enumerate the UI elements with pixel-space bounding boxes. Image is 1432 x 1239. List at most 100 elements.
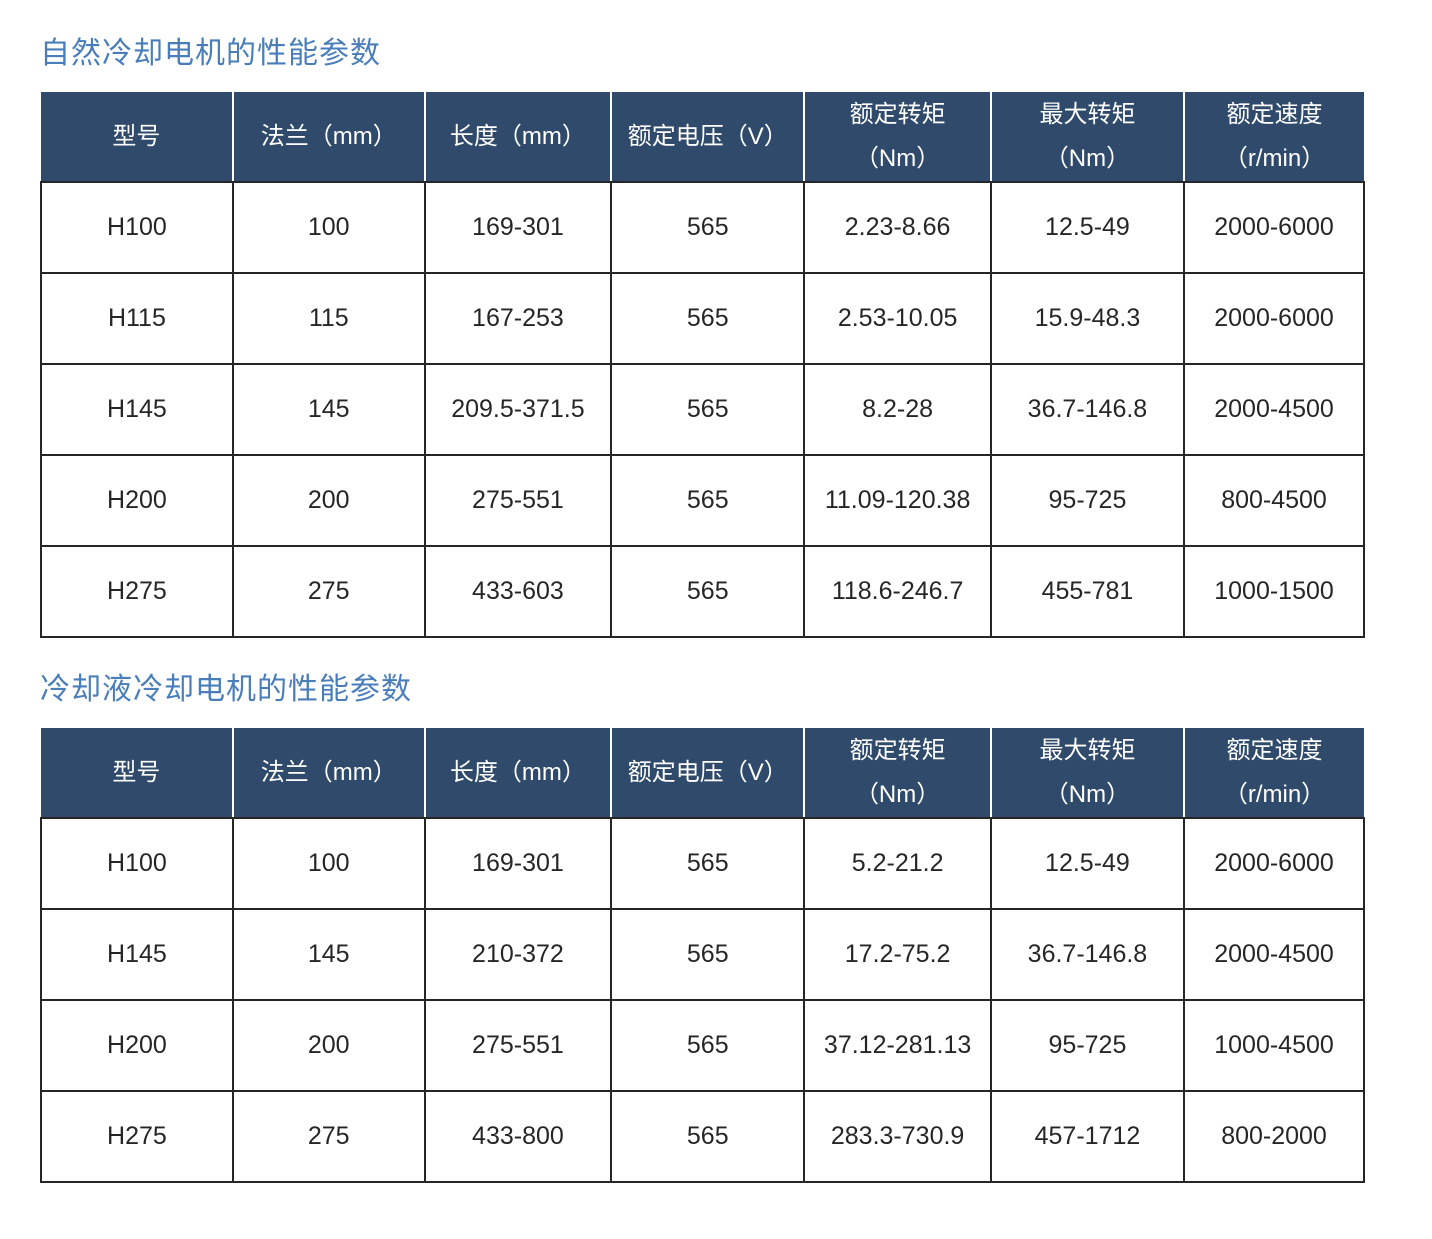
column-header-unit: （Nm） <box>854 780 941 808</box>
table-cell: 2000-6000 <box>1183 817 1365 910</box>
table-row: H145 145 209.5-371.5 565 8.2-28 36.7-146.8 200… <box>40 363 1365 456</box>
table-cell: 565 <box>610 181 806 274</box>
column-header-label: 额定电压（V） <box>627 122 788 150</box>
column-header: 法兰（mm） <box>232 728 426 819</box>
column-header: 额定电压（V） <box>611 728 806 819</box>
column-header: 长度（mm） <box>424 92 613 183</box>
column-header: 型号 <box>41 728 234 819</box>
table-cell: 565 <box>610 545 806 638</box>
column-header: 型号 <box>41 92 234 183</box>
table-cell: 1000-1500 <box>1183 545 1365 638</box>
table-cell: 95-725 <box>989 454 1186 547</box>
column-header-unit: （Nm） <box>1044 780 1131 808</box>
column-header-label: 型号 <box>112 122 161 150</box>
table-cell: 457-1712 <box>989 1090 1186 1183</box>
table-cell: 2000-6000 <box>1183 181 1365 274</box>
table-cell: 200 <box>231 454 426 547</box>
column-header-unit: （r/min） <box>1223 144 1326 172</box>
column-header: 额定速度 （r/min） <box>1184 728 1364 819</box>
column-header-label: 额定速度 <box>1226 100 1323 128</box>
natural-cooling-spec-table: 型号 法兰（mm） 长度（mm） 额定电压（V） 额定转矩 （Nm） 最大转矩 （Nm） 额定速… <box>40 92 1365 638</box>
table-row: H115 115 167-253 565 2.53-10.05 15.9-48.3 2000… <box>40 272 1365 365</box>
table-cell: 100 <box>231 817 426 910</box>
table-row: H100 100 169-301 565 2.23-8.66 12.5-49 2000-60… <box>40 181 1365 274</box>
column-header: 最大转矩 （Nm） <box>990 728 1186 819</box>
table-body: H100 100 169-301 565 5.2-21.2 12.5-49 2000-600… <box>40 817 1365 1183</box>
table-cell: 2.23-8.66 <box>803 181 992 274</box>
table-cell: H275 <box>40 545 234 638</box>
table-cell: 36.7-146.8 <box>989 908 1186 1001</box>
column-header-label: 额定转矩 <box>849 100 946 128</box>
column-header: 额定转矩 （Nm） <box>804 92 992 183</box>
table-row: H200 200 275-551 565 11.09-120.38 95-725 800-4… <box>40 454 1365 547</box>
section-natural-cooling: 自然冷却电机的性能参数 型号 法兰（mm） 长度（mm） 额定电压（V） 额定转矩 （Nm… <box>40 28 1432 638</box>
column-header-label: 长度（mm） <box>449 758 586 786</box>
table-cell: 565 <box>610 363 806 456</box>
table-header-row: 型号 法兰（mm） 长度（mm） 额定电压（V） 额定转矩 （Nm） 最大转矩 （Nm） 额定速… <box>41 92 1364 183</box>
table-row: H145 145 210-372 565 17.2-75.2 36.7-146.8 2000… <box>40 908 1365 1001</box>
table-cell: 2.53-10.05 <box>803 272 992 365</box>
table-header-row: 型号 法兰（mm） 长度（mm） 额定电压（V） 额定转矩 （Nm） 最大转矩 （Nm） 额定速… <box>41 728 1364 819</box>
table-cell: 565 <box>610 817 806 910</box>
table-cell: 275 <box>231 545 426 638</box>
column-header: 额定速度 （r/min） <box>1184 92 1364 183</box>
table-cell: 433-603 <box>423 545 613 638</box>
column-header-label: 额定电压（V） <box>627 758 788 786</box>
table-cell: H200 <box>40 999 234 1092</box>
table-cell: 115 <box>231 272 426 365</box>
table-row: H275 275 433-800 565 283.3-730.9 457-1712 800-… <box>40 1090 1365 1183</box>
table-cell: 2000-4500 <box>1183 363 1365 456</box>
table-cell: H275 <box>40 1090 234 1183</box>
column-header-unit: （r/min） <box>1223 780 1326 808</box>
column-header-label: 法兰（mm） <box>260 122 397 150</box>
table-cell: 15.9-48.3 <box>989 272 1186 365</box>
table-cell: 8.2-28 <box>803 363 992 456</box>
column-header-label: 最大转矩 <box>1039 100 1136 128</box>
column-header: 法兰（mm） <box>232 92 426 183</box>
column-header-label: 型号 <box>112 758 161 786</box>
table-cell: H145 <box>40 908 234 1001</box>
table-cell: 2000-4500 <box>1183 908 1365 1001</box>
table-cell: 455-781 <box>989 545 1186 638</box>
liquid-cooling-spec-table: 型号 法兰（mm） 长度（mm） 额定电压（V） 额定转矩 （Nm） 最大转矩 （Nm） 额定速… <box>40 728 1365 1183</box>
table-cell: 17.2-75.2 <box>803 908 992 1001</box>
table-cell: 167-253 <box>423 272 613 365</box>
section-title-liquid-cooling: 冷却液冷却电机的性能参数 <box>40 673 412 706</box>
table-cell: 145 <box>231 363 426 456</box>
column-header: 最大转矩 （Nm） <box>990 92 1186 183</box>
section-title-natural-cooling: 自然冷却电机的性能参数 <box>40 37 381 70</box>
table-cell: 1000-4500 <box>1183 999 1365 1092</box>
table-cell: 169-301 <box>423 817 613 910</box>
table-cell: 118.6-246.7 <box>803 545 992 638</box>
table-row: H100 100 169-301 565 5.2-21.2 12.5-49 2000-600… <box>40 817 1365 910</box>
table-cell: 275 <box>231 1090 426 1183</box>
column-header-label: 法兰（mm） <box>260 758 397 786</box>
column-header-label: 长度（mm） <box>449 122 586 150</box>
table-cell: 11.09-120.38 <box>803 454 992 547</box>
table-cell: 200 <box>231 999 426 1092</box>
table-cell: 210-372 <box>423 908 613 1001</box>
column-header: 额定电压（V） <box>611 92 806 183</box>
table-body: H100 100 169-301 565 2.23-8.66 12.5-49 2000-60… <box>40 181 1365 638</box>
table-cell: 5.2-21.2 <box>803 817 992 910</box>
column-header: 额定转矩 （Nm） <box>804 728 992 819</box>
table-cell: 433-800 <box>423 1090 613 1183</box>
table-cell: 37.12-281.13 <box>803 999 992 1092</box>
table-cell: 565 <box>610 454 806 547</box>
column-header-unit: （Nm） <box>1044 144 1131 172</box>
table-cell: 565 <box>610 908 806 1001</box>
table-cell: 565 <box>610 272 806 365</box>
table-cell: H100 <box>40 181 234 274</box>
column-header-unit: （Nm） <box>854 144 941 172</box>
column-header-label: 最大转矩 <box>1039 736 1136 764</box>
table-cell: 275-551 <box>423 454 613 547</box>
column-header: 长度（mm） <box>424 728 613 819</box>
table-cell: 275-551 <box>423 999 613 1092</box>
table-row: H200 200 275-551 565 37.12-281.13 95-725 1000-… <box>40 999 1365 1092</box>
table-cell: 565 <box>610 1090 806 1183</box>
table-cell: 283.3-730.9 <box>803 1090 992 1183</box>
table-cell: 100 <box>231 181 426 274</box>
table-cell: 800-4500 <box>1183 454 1365 547</box>
table-cell: 209.5-371.5 <box>423 363 613 456</box>
table-cell: 169-301 <box>423 181 613 274</box>
